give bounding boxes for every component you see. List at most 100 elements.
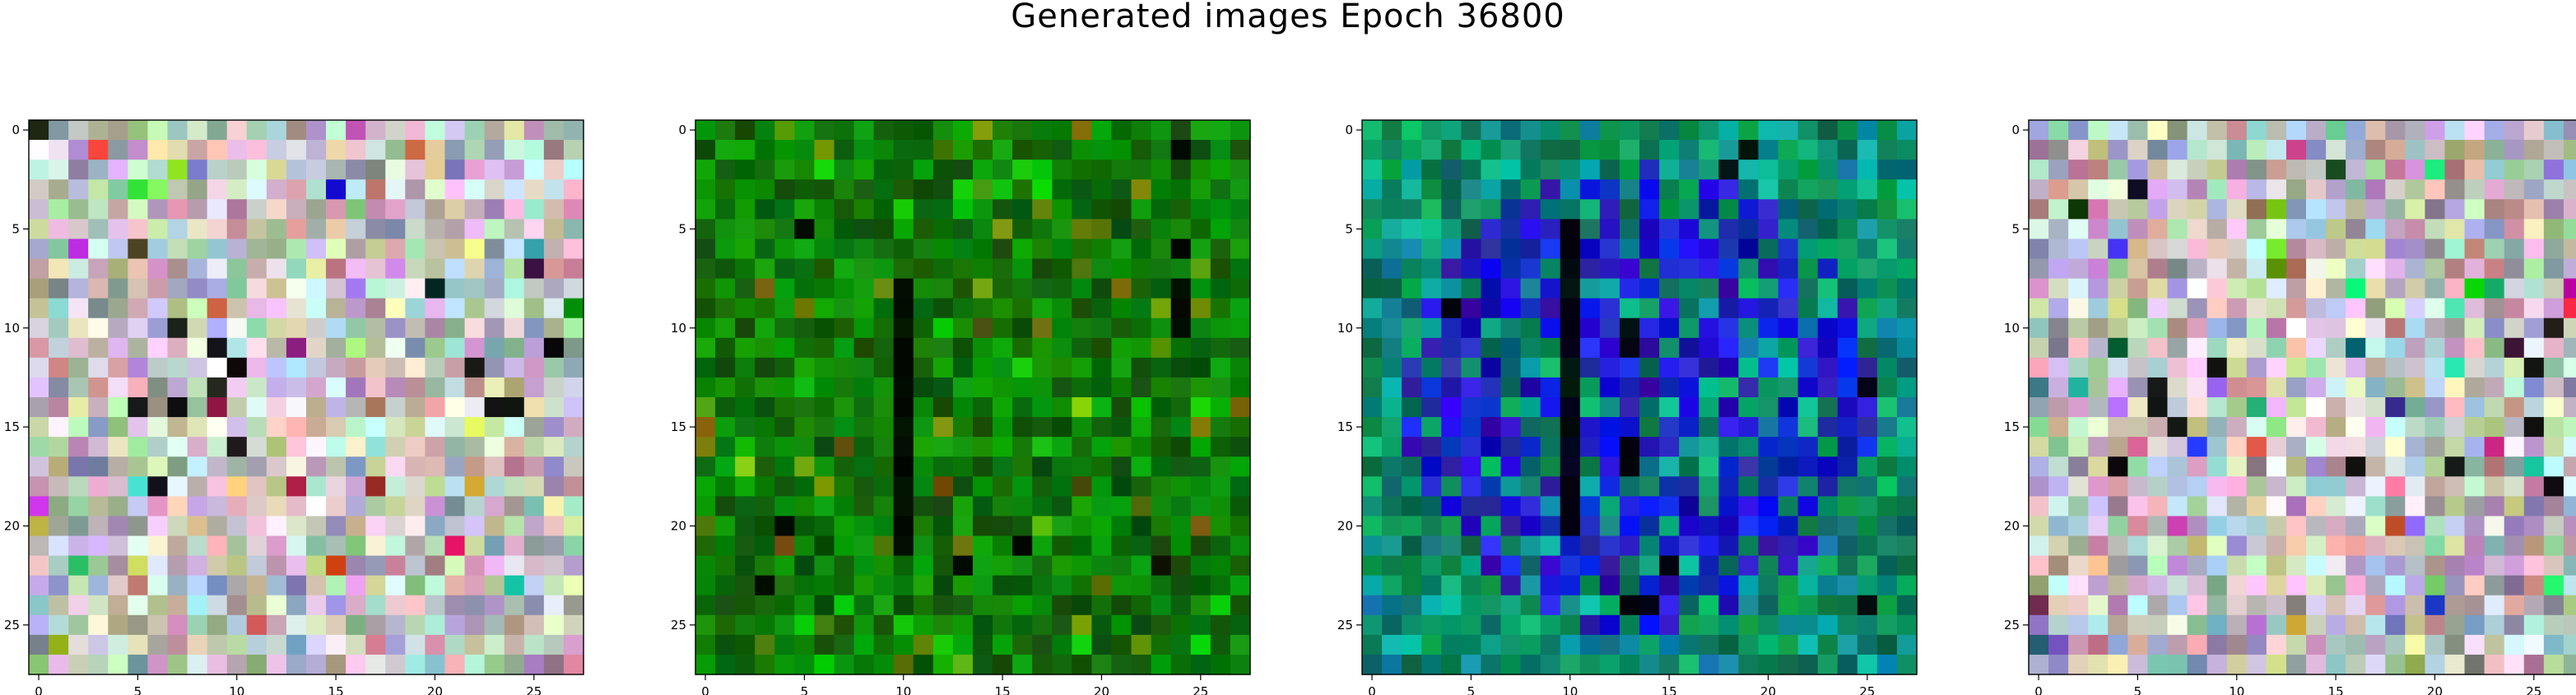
- pixel: [2504, 140, 2525, 160]
- pixel: [774, 634, 795, 656]
- pixel: [2346, 555, 2366, 577]
- pixel: [2048, 575, 2069, 596]
- pixel: [932, 337, 954, 359]
- pixel: [2187, 555, 2208, 577]
- pixel: [1170, 476, 1192, 497]
- pixel: [2405, 377, 2426, 398]
- pixel: [226, 298, 248, 319]
- pixel: [1797, 377, 1819, 398]
- pixel: [794, 199, 816, 220]
- pixel: [873, 160, 895, 180]
- pixel: [952, 140, 974, 160]
- pixel: [1091, 397, 1113, 418]
- pixel: [1012, 140, 1033, 160]
- pixel: [814, 317, 835, 339]
- pixel: [1362, 496, 1383, 517]
- pixel: [1230, 258, 1251, 280]
- pixel: [1111, 634, 1132, 656]
- pixel: [226, 575, 248, 596]
- pixel: [993, 417, 1013, 438]
- pixel: [444, 634, 466, 656]
- pixel: [2127, 654, 2149, 675]
- pixel: [1052, 239, 1072, 260]
- pixel: [2464, 239, 2485, 260]
- pixel: [1699, 160, 1719, 180]
- figure-title: Generated images Epoch 36800: [1011, 0, 1565, 35]
- pixel: [2326, 337, 2346, 359]
- pixel: [1230, 377, 1251, 398]
- pixel: [563, 239, 584, 260]
- pixel: [2088, 219, 2109, 240]
- pixel: [1170, 377, 1192, 398]
- pixel: [1599, 199, 1620, 220]
- pixel: [2464, 654, 2485, 675]
- pixel: [1072, 535, 1093, 557]
- pixel: [1091, 456, 1113, 477]
- pixel: [1481, 595, 1502, 616]
- pixel: [2444, 120, 2466, 141]
- pixel: [1579, 654, 1601, 675]
- pixel: [1151, 397, 1172, 418]
- pixel: [2346, 397, 2366, 418]
- pixel: [1500, 575, 1522, 596]
- pixel: [2266, 516, 2287, 537]
- pixel: [484, 397, 505, 418]
- pixel: [2523, 317, 2545, 339]
- pixel: [1032, 199, 1053, 220]
- pixel: [952, 476, 974, 497]
- pixel: [1579, 317, 1601, 339]
- pixel: [1699, 199, 1719, 220]
- x-tick-label: 20: [2427, 684, 2443, 695]
- pixel: [1032, 278, 1053, 299]
- pixel: [774, 160, 795, 180]
- pixel: [523, 160, 545, 180]
- pixel: [2425, 258, 2446, 280]
- pixel: [1540, 496, 1561, 517]
- pixel: [266, 654, 287, 675]
- pixel: [1896, 516, 1918, 537]
- pixel: [1758, 357, 1779, 378]
- pixel: [932, 634, 954, 656]
- pixel: [2147, 199, 2169, 220]
- pixel: [365, 417, 386, 438]
- pixel: [2127, 140, 2149, 160]
- pixel: [2523, 476, 2545, 497]
- pixel: [695, 337, 716, 359]
- pixel: [326, 437, 346, 457]
- pixel: [1481, 258, 1502, 280]
- pixel: [147, 239, 169, 260]
- pixel: [2088, 437, 2109, 457]
- pixel: [1210, 456, 1231, 477]
- pixel: [385, 535, 406, 557]
- pixel: [834, 317, 855, 339]
- pixel: [286, 120, 307, 141]
- pixel: [1500, 317, 1522, 339]
- pixel: [1579, 595, 1601, 616]
- pixel: [2246, 397, 2267, 418]
- pixel: [326, 219, 346, 240]
- pixel: [1540, 634, 1561, 656]
- pixel: [1896, 654, 1918, 675]
- pixel: [2088, 317, 2109, 339]
- pixel: [306, 337, 327, 359]
- pixel: [1230, 140, 1251, 160]
- pixel: [1560, 654, 1581, 675]
- pixel: [2523, 437, 2545, 457]
- pixel: [1896, 298, 1918, 319]
- pixel: [1382, 476, 1402, 497]
- pixel: [2543, 516, 2564, 537]
- pixel: [755, 199, 775, 220]
- pixel: [385, 199, 406, 220]
- pixel: [1052, 476, 1072, 497]
- pixel: [1817, 278, 1839, 299]
- pixel: [735, 317, 756, 339]
- pixel: [2266, 634, 2287, 656]
- pixel: [226, 258, 248, 280]
- pixel: [1481, 634, 1502, 656]
- pixel: [543, 377, 565, 398]
- pixel: [715, 496, 736, 517]
- pixel: [2088, 634, 2109, 656]
- pixel: [774, 535, 795, 557]
- pixel: [2068, 417, 2089, 438]
- pixel: [2306, 595, 2327, 616]
